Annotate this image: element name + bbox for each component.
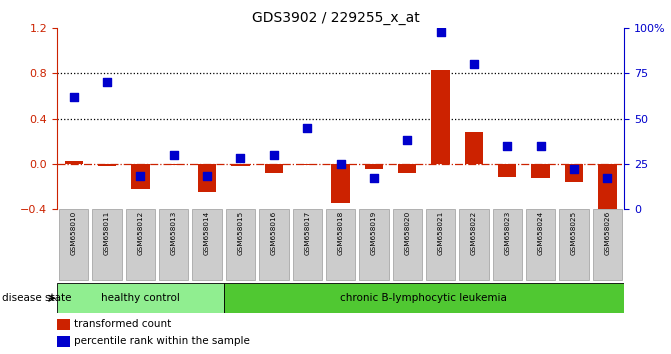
FancyBboxPatch shape — [259, 209, 289, 280]
FancyBboxPatch shape — [59, 209, 89, 280]
Point — [502, 143, 513, 149]
Bar — [57, 336, 70, 347]
Text: GSM658011: GSM658011 — [104, 211, 110, 255]
Text: GSM658023: GSM658023 — [505, 211, 511, 255]
Bar — [98, 164, 116, 166]
Text: GSM658014: GSM658014 — [204, 211, 210, 255]
FancyBboxPatch shape — [393, 209, 422, 280]
FancyBboxPatch shape — [226, 209, 255, 280]
Text: GSM658020: GSM658020 — [404, 211, 410, 255]
Bar — [164, 164, 183, 165]
FancyBboxPatch shape — [526, 209, 556, 280]
FancyBboxPatch shape — [93, 209, 121, 280]
Text: chronic B-lymphocytic leukemia: chronic B-lymphocytic leukemia — [340, 293, 507, 303]
FancyBboxPatch shape — [560, 209, 588, 280]
Point — [602, 175, 613, 181]
Text: GDS3902 / 229255_x_at: GDS3902 / 229255_x_at — [252, 11, 419, 25]
Bar — [498, 164, 517, 177]
Text: GSM658013: GSM658013 — [170, 211, 176, 255]
Bar — [132, 164, 150, 189]
Bar — [198, 164, 216, 192]
Point — [268, 152, 279, 158]
Point — [468, 62, 479, 67]
FancyBboxPatch shape — [426, 209, 455, 280]
Point — [168, 152, 179, 158]
Text: GSM658015: GSM658015 — [238, 211, 244, 255]
Text: GSM658026: GSM658026 — [605, 211, 611, 255]
Bar — [231, 164, 250, 166]
Text: transformed count: transformed count — [74, 319, 171, 329]
Text: GSM658010: GSM658010 — [70, 211, 76, 255]
Point — [568, 166, 579, 172]
FancyBboxPatch shape — [326, 209, 355, 280]
Bar — [598, 164, 617, 211]
Point — [535, 143, 546, 149]
Text: GSM658021: GSM658021 — [437, 211, 444, 255]
FancyBboxPatch shape — [193, 209, 222, 280]
Text: healthy control: healthy control — [101, 293, 180, 303]
Text: percentile rank within the sample: percentile rank within the sample — [74, 336, 250, 346]
Bar — [431, 70, 450, 164]
Bar — [57, 319, 70, 330]
Point — [402, 137, 413, 143]
Text: GSM658022: GSM658022 — [471, 211, 477, 255]
Text: GSM658025: GSM658025 — [571, 211, 577, 255]
Text: GSM658018: GSM658018 — [338, 211, 344, 255]
FancyBboxPatch shape — [592, 209, 622, 280]
Point — [435, 29, 446, 35]
Bar — [264, 164, 283, 173]
Bar — [298, 164, 316, 165]
Bar — [331, 164, 350, 203]
FancyBboxPatch shape — [224, 283, 624, 313]
Text: GSM658016: GSM658016 — [271, 211, 277, 255]
Text: disease state: disease state — [2, 293, 72, 303]
Point — [68, 94, 79, 100]
FancyBboxPatch shape — [293, 209, 322, 280]
Text: GSM658024: GSM658024 — [537, 211, 544, 255]
Bar — [565, 164, 583, 182]
FancyBboxPatch shape — [57, 283, 224, 313]
Bar — [398, 164, 417, 173]
Point — [235, 155, 246, 161]
Point — [135, 173, 146, 179]
Text: GSM658012: GSM658012 — [138, 211, 144, 255]
Bar — [365, 164, 383, 169]
Bar — [465, 132, 483, 164]
FancyBboxPatch shape — [359, 209, 389, 280]
Point — [302, 125, 313, 131]
Bar — [531, 164, 550, 178]
FancyBboxPatch shape — [125, 209, 155, 280]
Point — [102, 80, 113, 85]
Point — [336, 161, 346, 167]
FancyBboxPatch shape — [493, 209, 522, 280]
Point — [368, 175, 379, 181]
Text: GSM658017: GSM658017 — [304, 211, 310, 255]
Point — [202, 173, 213, 179]
FancyBboxPatch shape — [159, 209, 189, 280]
FancyBboxPatch shape — [459, 209, 488, 280]
Bar — [64, 161, 83, 164]
Text: GSM658019: GSM658019 — [371, 211, 377, 255]
